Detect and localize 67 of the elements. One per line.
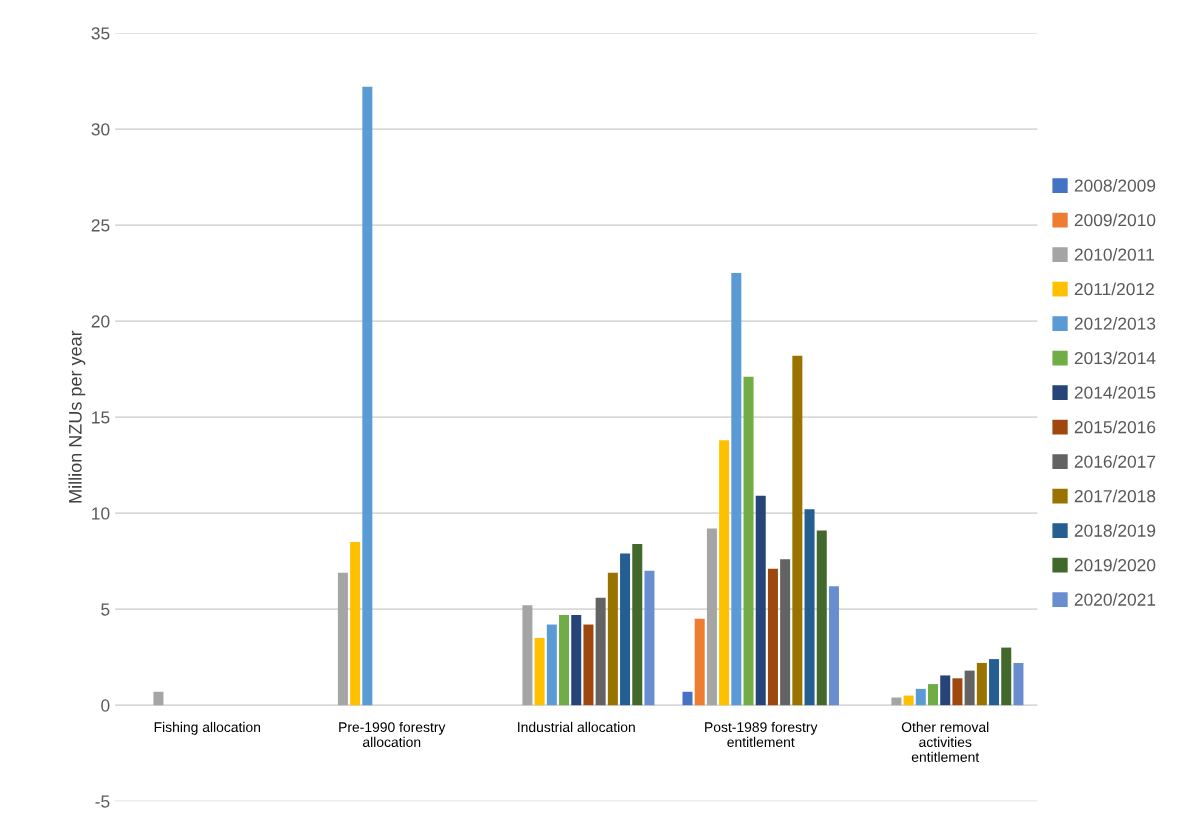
y-tick-label: 15: [92, 411, 110, 424]
bar: [719, 440, 730, 706]
legend-label: 2018/2019: [1074, 524, 1156, 537]
bar: [989, 659, 1000, 706]
bar: [595, 597, 606, 706]
legend-label: 2017/2018: [1074, 489, 1156, 503]
bar: [534, 637, 545, 706]
bar: [350, 541, 361, 706]
bar: [891, 697, 902, 706]
bar: [743, 376, 754, 706]
bar: [362, 86, 373, 706]
y-tick-label: 20: [91, 315, 110, 328]
x-tick-label: Pre-1990 forestry allocation: [339, 721, 446, 748]
bar: [522, 605, 533, 706]
bar: [915, 688, 926, 706]
bar: [792, 355, 803, 706]
bar: [804, 509, 815, 706]
bar: [706, 528, 717, 706]
x-tick-label: Industrial allocation: [518, 721, 635, 733]
x-tick-label: Fishing allocation: [154, 721, 261, 735]
bar: [964, 670, 975, 706]
legend-label: 2009/2010: [1074, 213, 1156, 227]
bar: [940, 675, 951, 706]
legend-label: 2010/2011: [1074, 248, 1154, 261]
bar: [816, 530, 827, 706]
y-tick-label: 10: [92, 507, 110, 520]
legend-label: 2015/2016: [1074, 420, 1156, 434]
bar: [731, 273, 742, 706]
bar: [153, 691, 164, 706]
bar: [780, 559, 791, 706]
bar: [828, 586, 839, 706]
bar: [928, 684, 939, 706]
bar: [571, 614, 582, 706]
y-tick-label: 35: [91, 27, 110, 40]
bar: [694, 618, 705, 706]
bar: [546, 624, 557, 706]
x-tick-label: Other removal activities entitlement: [901, 721, 989, 762]
bar: [1001, 647, 1012, 706]
bar: [337, 572, 348, 706]
bar: [976, 662, 987, 706]
legend-label: 2012/2013: [1074, 317, 1156, 330]
legend-label: 2020/2021: [1074, 593, 1156, 606]
bar: [952, 678, 963, 706]
y-tick-label: 30: [91, 123, 110, 136]
legend-label: 2016/2017: [1074, 455, 1156, 468]
y-axis-title: Million NZUs per year: [68, 330, 86, 503]
bar: [620, 553, 631, 706]
legend-label: 2019/2020: [1074, 558, 1156, 572]
y-tick-label: 25: [91, 219, 110, 232]
bar: [755, 495, 766, 706]
bar: [559, 614, 570, 706]
legend-label: 2008/2009: [1074, 179, 1156, 192]
bar: [632, 543, 643, 706]
bar: [767, 568, 778, 706]
y-tick-label: -5: [95, 795, 110, 808]
bar: [607, 572, 618, 706]
bar: [644, 570, 655, 706]
y-tick-label: 0: [101, 699, 110, 712]
legend-label: 2013/2014: [1074, 351, 1156, 365]
x-tick-label: Post-1989 forestry entitlement: [705, 721, 818, 748]
legend-label: 2011/2012: [1074, 282, 1154, 296]
bar: [583, 624, 594, 706]
bar: [682, 691, 693, 706]
legend-label: 2014/2015: [1074, 386, 1156, 399]
y-tick-label: 5: [101, 603, 110, 616]
bar: [1013, 662, 1024, 706]
bar: [903, 695, 914, 706]
